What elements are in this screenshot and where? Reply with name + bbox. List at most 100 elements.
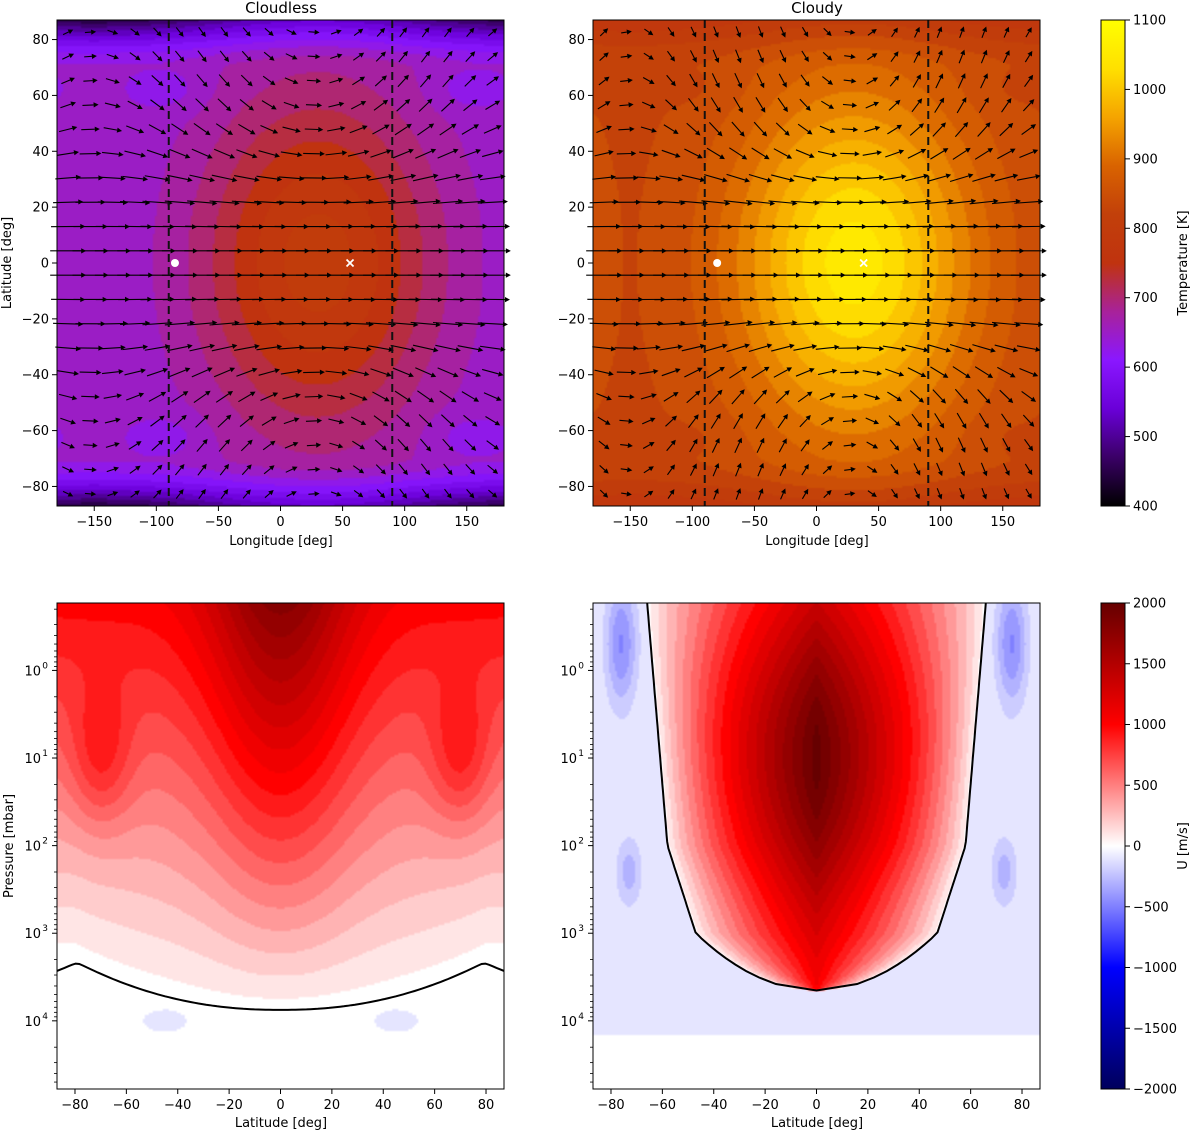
wind-arrow <box>418 98 433 112</box>
wind-arrow <box>397 74 409 88</box>
wind-arrow <box>1022 99 1035 112</box>
wind-arrow <box>481 368 504 377</box>
wind-arrow <box>103 393 123 399</box>
wind-arrow <box>914 26 920 38</box>
wind-arrow <box>463 99 478 112</box>
wind-arrow <box>308 29 320 35</box>
wind-arrow <box>949 343 974 353</box>
wind-arrows-cloudy <box>586 26 1047 500</box>
wind-arrow <box>956 412 967 429</box>
wind-arrow <box>399 488 408 499</box>
wind-arrow <box>907 367 927 378</box>
wind-arrow <box>286 29 297 35</box>
wind-arrow <box>641 417 656 425</box>
wind-arrow <box>867 465 878 473</box>
wind-arrow <box>748 173 773 183</box>
wind-arrow <box>459 367 482 377</box>
wind-arrow <box>372 391 390 402</box>
wind-arrow <box>936 49 943 64</box>
wind-arrow <box>797 123 813 135</box>
wind-arrow <box>327 394 346 400</box>
x-tick-label: 60 <box>962 1098 979 1113</box>
wind-arrow <box>1002 438 1011 453</box>
wind-arrow <box>419 74 432 88</box>
wind-arrow <box>598 440 610 450</box>
y-tick-label: 40 <box>32 145 49 160</box>
wind-arrow <box>841 126 859 133</box>
wind-arrow <box>712 462 720 477</box>
zero-wind-contour <box>56 962 505 1011</box>
x-tick-label: −150 <box>76 515 112 530</box>
y-tick-label: 0 <box>41 257 49 272</box>
wind-arrow <box>81 394 100 400</box>
hottest-marker-stroke <box>859 258 868 268</box>
wind-arrow <box>124 368 146 376</box>
colorbar-tick-label: 1500 <box>1133 657 1166 672</box>
wind-arrow <box>621 29 632 35</box>
wind-arrow <box>822 51 833 61</box>
wind-arrow <box>284 441 299 449</box>
wind-arrow <box>396 98 411 112</box>
wind-arrow <box>815 344 840 350</box>
wind-arrow <box>144 344 171 351</box>
wind-arrow <box>483 392 502 401</box>
wind-arrow <box>1016 345 1041 352</box>
y-tick-label: −20 <box>558 312 585 327</box>
wind-arrow <box>667 489 675 499</box>
wind-arrow <box>775 390 790 404</box>
wind-arrow <box>974 148 994 160</box>
wind-arrow <box>907 148 927 159</box>
wind-arrow <box>592 174 617 180</box>
wind-arrow <box>479 174 506 181</box>
wind-arrow <box>397 438 409 452</box>
wind-arrow <box>860 174 885 180</box>
x-tick-label: 100 <box>392 515 417 530</box>
wind-arrow <box>667 50 676 62</box>
wind-arrow <box>890 464 899 475</box>
wind-arrow <box>690 488 697 500</box>
x-tick-label: −50 <box>741 515 768 530</box>
wind-arrow <box>954 121 969 138</box>
wind-arrow <box>97 320 129 327</box>
wind-arrow <box>442 74 454 88</box>
colorbar-tick-label: 1000 <box>1133 83 1166 98</box>
wind-arrow <box>303 369 325 375</box>
wind-arrow <box>911 413 923 428</box>
wind-arrow <box>867 29 877 36</box>
wind-arrow <box>240 439 253 452</box>
wind-arrow <box>689 73 698 88</box>
y-tick-exponent: 2 <box>42 837 48 847</box>
wind-arrow <box>773 148 793 159</box>
wind-arrow <box>278 344 305 351</box>
wind-arrow <box>256 175 283 182</box>
wind-arrow <box>150 99 165 111</box>
temperature-colorbar-ticks: 400 500 600 700 800 900 1000 1100 <box>1125 14 1166 515</box>
wind-arrow <box>394 390 412 403</box>
wind-arrow <box>97 199 129 206</box>
wind-arrow <box>840 151 860 157</box>
colorbar-tick-label: −500 <box>1133 900 1169 915</box>
wind-arrow <box>211 343 238 352</box>
wind-arrow <box>1024 463 1033 476</box>
temperature-map-cloudy <box>593 20 1040 506</box>
wind-arrow <box>734 72 743 89</box>
wind-arrow <box>444 27 452 38</box>
x-tick-label: 150 <box>454 515 479 530</box>
wind-arrow <box>980 437 988 453</box>
wind-arrow <box>616 369 637 376</box>
wind-arrow <box>474 248 511 254</box>
wind-arrow <box>640 393 657 400</box>
wind-arrow <box>659 344 684 351</box>
wind-arrow <box>106 466 119 473</box>
wind-arrow <box>751 366 770 379</box>
wind-arrow <box>305 418 323 424</box>
wind-arrow <box>215 123 234 136</box>
wind-arrow <box>264 27 274 36</box>
wind-arrow <box>661 149 681 158</box>
colorbar-tick-label: 600 <box>1133 361 1158 376</box>
x-axis-label: Longitude [deg] <box>229 534 332 549</box>
wind-arrow <box>77 345 104 351</box>
wind-colorbar: −2000 −1500 −1000 −500 0 500 1000 1500 2000 U [m… <box>1100 597 1191 1098</box>
y-tick-label: 10 <box>24 752 41 767</box>
wind-arrow <box>308 491 320 497</box>
